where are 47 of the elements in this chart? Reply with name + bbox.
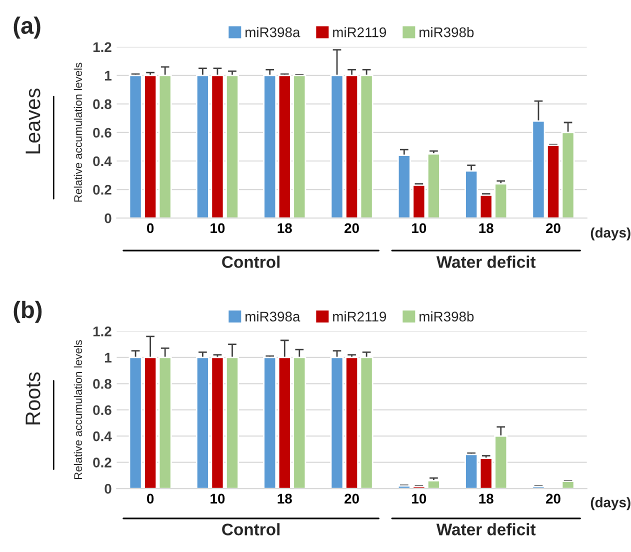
text: (days) [590, 227, 630, 240]
y-tick-label: 0.2 [93, 184, 112, 195]
text: Control [222, 523, 280, 536]
y-tick-label: 1.2 [93, 42, 112, 52]
y-tick-label: 1 [105, 70, 112, 80]
x-tick-label: 18 [479, 223, 494, 234]
legend-label: miR398a [246, 27, 300, 38]
y-tick-label: 0 [104, 213, 112, 224]
y-tick-label: 1 [105, 352, 112, 362]
x-tick-label: 18 [479, 494, 494, 504]
text: Roots [26, 372, 40, 424]
x-tick-label: 0 [147, 494, 154, 504]
text: Water deficit [436, 256, 536, 268]
y-tick-label: 0.6 [93, 405, 112, 416]
y-tick-label: 0.6 [93, 128, 112, 138]
x-tick-label: 10 [210, 223, 225, 234]
text: (days) [590, 497, 630, 510]
y-tick-label: 0.8 [93, 99, 112, 110]
x-tick-label: 10 [412, 223, 426, 234]
text: Water deficit [436, 523, 536, 536]
x-tick-label: 18 [278, 223, 292, 234]
bar [561, 480, 575, 489]
legend-label: miR398a [246, 311, 300, 322]
y-axis-title: Relative accumulation levels [74, 62, 82, 202]
y-tick-label: 0.8 [93, 378, 112, 389]
legend-label: miR398b [420, 27, 474, 38]
x-tick-label: 0 [147, 223, 154, 234]
y-tick-label: 0.4 [93, 431, 112, 442]
x-tick-label: 20 [344, 494, 359, 504]
y-tick-label: 0.2 [93, 458, 112, 468]
text: Control [222, 256, 280, 268]
legend-label: miR398b [420, 311, 474, 322]
legend-label: miR2119 [333, 27, 386, 38]
y-tick-label: 0.4 [93, 156, 112, 166]
y-tick-label: 0 [104, 484, 112, 494]
chart-title: (b) [14, 300, 42, 323]
y-tick-label: 1.2 [93, 326, 112, 336]
legend-label: miR2119 [333, 311, 386, 322]
x-tick-label: 18 [278, 494, 292, 504]
y-axis-title: Relative accumulation levels [74, 340, 82, 480]
x-tick-label: 10 [210, 494, 225, 504]
chart-title: (a) [14, 16, 40, 39]
x-tick-label: 20 [344, 223, 359, 234]
x-tick-label: 10 [412, 494, 426, 504]
text: Leaves [26, 88, 40, 154]
x-tick-label: 20 [546, 494, 560, 504]
x-tick-label: 20 [546, 223, 560, 234]
